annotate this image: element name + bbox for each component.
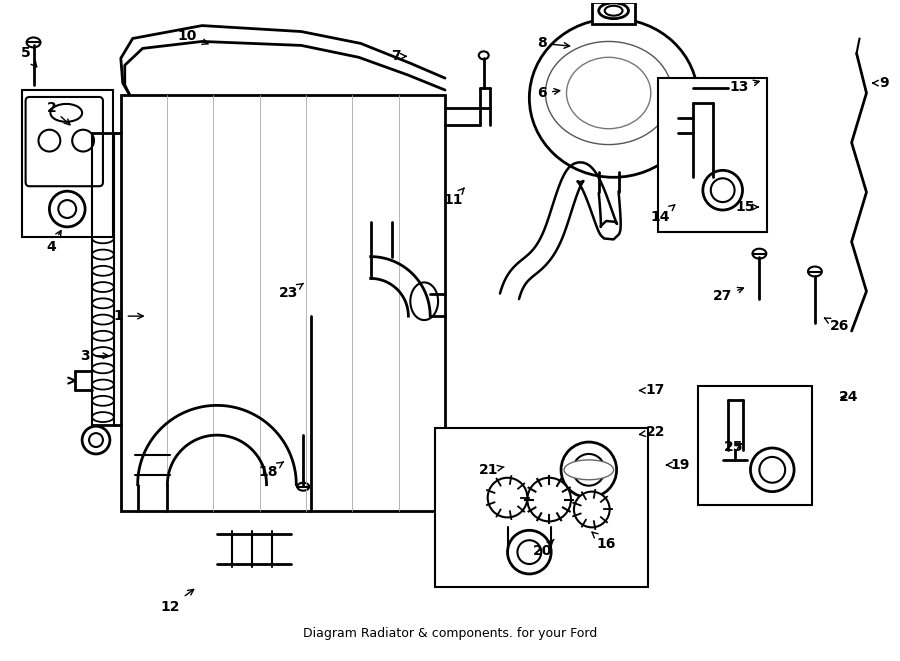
Ellipse shape	[564, 460, 614, 480]
Circle shape	[760, 457, 785, 483]
Text: 14: 14	[651, 205, 675, 224]
Bar	[22, 90, 112, 237]
Ellipse shape	[598, 3, 628, 19]
Ellipse shape	[605, 6, 623, 16]
Circle shape	[574, 492, 609, 527]
Text: 27: 27	[713, 288, 743, 303]
Text: 11: 11	[443, 188, 464, 207]
Bar	[658, 78, 768, 232]
Ellipse shape	[752, 249, 766, 258]
Text: 9: 9	[873, 76, 889, 90]
Ellipse shape	[92, 169, 113, 178]
Bar	[121, 95, 445, 512]
Text: 17: 17	[640, 383, 665, 397]
Text: Diagram Radiator & components. for your Ford: Diagram Radiator & components. for your …	[303, 627, 597, 641]
Text: 24: 24	[839, 391, 859, 405]
Text: 3: 3	[80, 349, 109, 363]
Ellipse shape	[92, 396, 113, 406]
Ellipse shape	[27, 38, 40, 48]
Text: 13: 13	[730, 80, 760, 94]
Circle shape	[72, 130, 94, 151]
Text: 1: 1	[112, 309, 143, 323]
Text: 19: 19	[667, 458, 689, 472]
Ellipse shape	[92, 412, 113, 422]
Bar	[592, 2, 635, 24]
Text: 5: 5	[21, 46, 37, 67]
Circle shape	[711, 178, 734, 202]
Circle shape	[573, 454, 605, 486]
Ellipse shape	[92, 136, 113, 146]
Text: 21: 21	[479, 463, 504, 477]
Ellipse shape	[297, 483, 310, 490]
Ellipse shape	[92, 282, 113, 292]
Bar	[435, 428, 648, 587]
Ellipse shape	[92, 152, 113, 162]
Ellipse shape	[92, 298, 113, 308]
Circle shape	[58, 200, 76, 218]
Ellipse shape	[92, 184, 113, 194]
Circle shape	[39, 130, 60, 151]
Circle shape	[50, 191, 86, 227]
Text: 26: 26	[824, 318, 850, 333]
Circle shape	[82, 426, 110, 454]
Ellipse shape	[92, 331, 113, 341]
Text: 25: 25	[724, 440, 743, 454]
Ellipse shape	[410, 282, 438, 320]
Text: 18: 18	[259, 462, 284, 479]
Text: 10: 10	[177, 28, 208, 44]
Ellipse shape	[808, 266, 822, 276]
Ellipse shape	[92, 364, 113, 373]
Circle shape	[703, 171, 742, 210]
Text: 2: 2	[47, 101, 70, 125]
Ellipse shape	[529, 19, 698, 177]
Text: 20: 20	[533, 539, 554, 558]
Ellipse shape	[92, 233, 113, 243]
Ellipse shape	[92, 250, 113, 260]
Ellipse shape	[92, 201, 113, 211]
Ellipse shape	[92, 379, 113, 389]
Text: 23: 23	[279, 284, 303, 300]
Ellipse shape	[50, 104, 82, 122]
Ellipse shape	[92, 266, 113, 276]
Text: 4: 4	[47, 231, 61, 254]
Text: 15: 15	[735, 200, 759, 214]
Text: 6: 6	[537, 86, 560, 100]
Ellipse shape	[92, 315, 113, 325]
Circle shape	[488, 478, 527, 518]
Text: 7: 7	[391, 50, 406, 63]
Ellipse shape	[479, 52, 489, 59]
Text: 8: 8	[537, 36, 570, 50]
Bar	[698, 385, 812, 504]
FancyBboxPatch shape	[25, 97, 103, 186]
Text: 22: 22	[640, 425, 665, 439]
Text: 12: 12	[160, 590, 194, 613]
Text: 16: 16	[592, 532, 616, 551]
Circle shape	[508, 530, 551, 574]
Ellipse shape	[92, 217, 113, 227]
Ellipse shape	[723, 79, 736, 97]
Circle shape	[561, 442, 617, 498]
Circle shape	[751, 448, 794, 492]
Circle shape	[527, 478, 571, 522]
Circle shape	[89, 433, 103, 447]
Ellipse shape	[566, 58, 651, 129]
Ellipse shape	[92, 347, 113, 357]
Ellipse shape	[545, 42, 672, 145]
Circle shape	[518, 540, 541, 564]
